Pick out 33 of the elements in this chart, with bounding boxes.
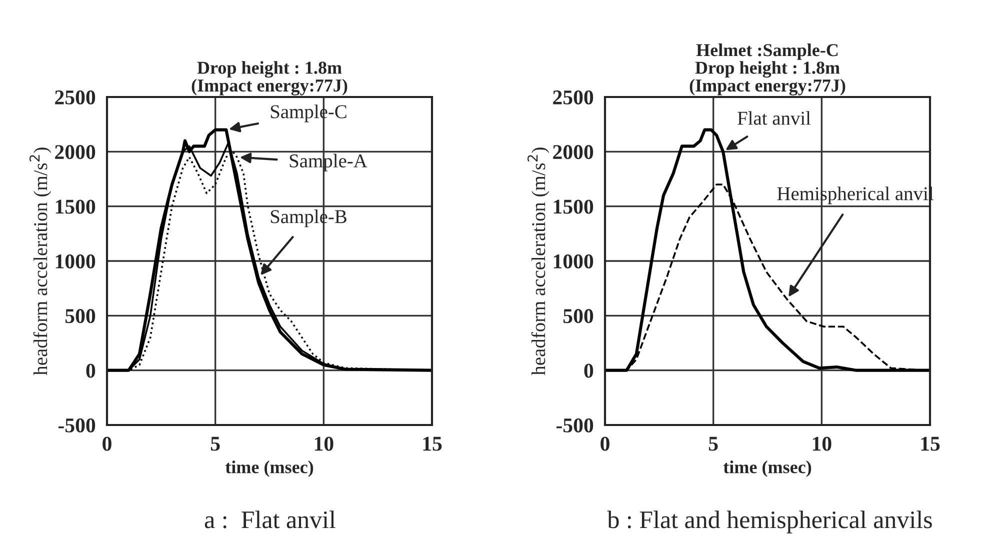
- y-tick-label: 500: [65, 309, 96, 324]
- y-tick-label: 500: [563, 309, 594, 324]
- x-tick-label: 10: [812, 436, 832, 451]
- x-tick-label: 15: [921, 436, 940, 451]
- y-tick-label: 1000: [56, 254, 96, 268]
- x-tick-label: 5: [210, 436, 220, 451]
- y-axis-title: headform acceleration (m/s$^{2}$): [527, 148, 550, 376]
- chart-subtitle: Drop height : 1.8m (Impact energy:77J): [690, 61, 846, 96]
- x-axis-title: time (msec): [225, 460, 314, 477]
- y-tick-label: 1500: [554, 200, 594, 214]
- chart-title: Helmet :Sample-C: [696, 44, 838, 60]
- chart-subtitle: (Impact energy:77J): [192, 78, 348, 96]
- chart-title: Drop height : 1.8m: [197, 61, 342, 78]
- y-tick-label: 1500: [56, 200, 96, 214]
- y-tick-label: 0: [584, 364, 594, 378]
- y-tick-label: 0: [86, 364, 96, 378]
- x-tick-label: 0: [600, 436, 610, 451]
- x-tick-label: 15: [423, 436, 442, 451]
- y-tick-label: 2500: [55, 90, 96, 104]
- y-tick-label: -500: [58, 418, 96, 432]
- y-tick-label: 1000: [554, 254, 594, 268]
- series-label: Flat anvil: [738, 111, 811, 125]
- y-tick-label: 2000: [553, 145, 594, 160]
- x-axis-title: time (msec): [723, 460, 812, 477]
- text: b : Flat and hemispherical anvils: [607, 510, 932, 534]
- y-tick-label: 2000: [55, 145, 96, 160]
- x-tick-label: 0: [102, 436, 112, 451]
- y-tick-label: 2500: [553, 90, 594, 104]
- y-axis-title: headform acceleration (m/s$^{2}$): [29, 148, 52, 376]
- x-tick-label: 5: [708, 436, 718, 451]
- y-tick-label: -500: [556, 418, 594, 432]
- x-tick-label: 10: [314, 436, 334, 451]
- text: a : Flat anvil: [204, 510, 336, 528]
